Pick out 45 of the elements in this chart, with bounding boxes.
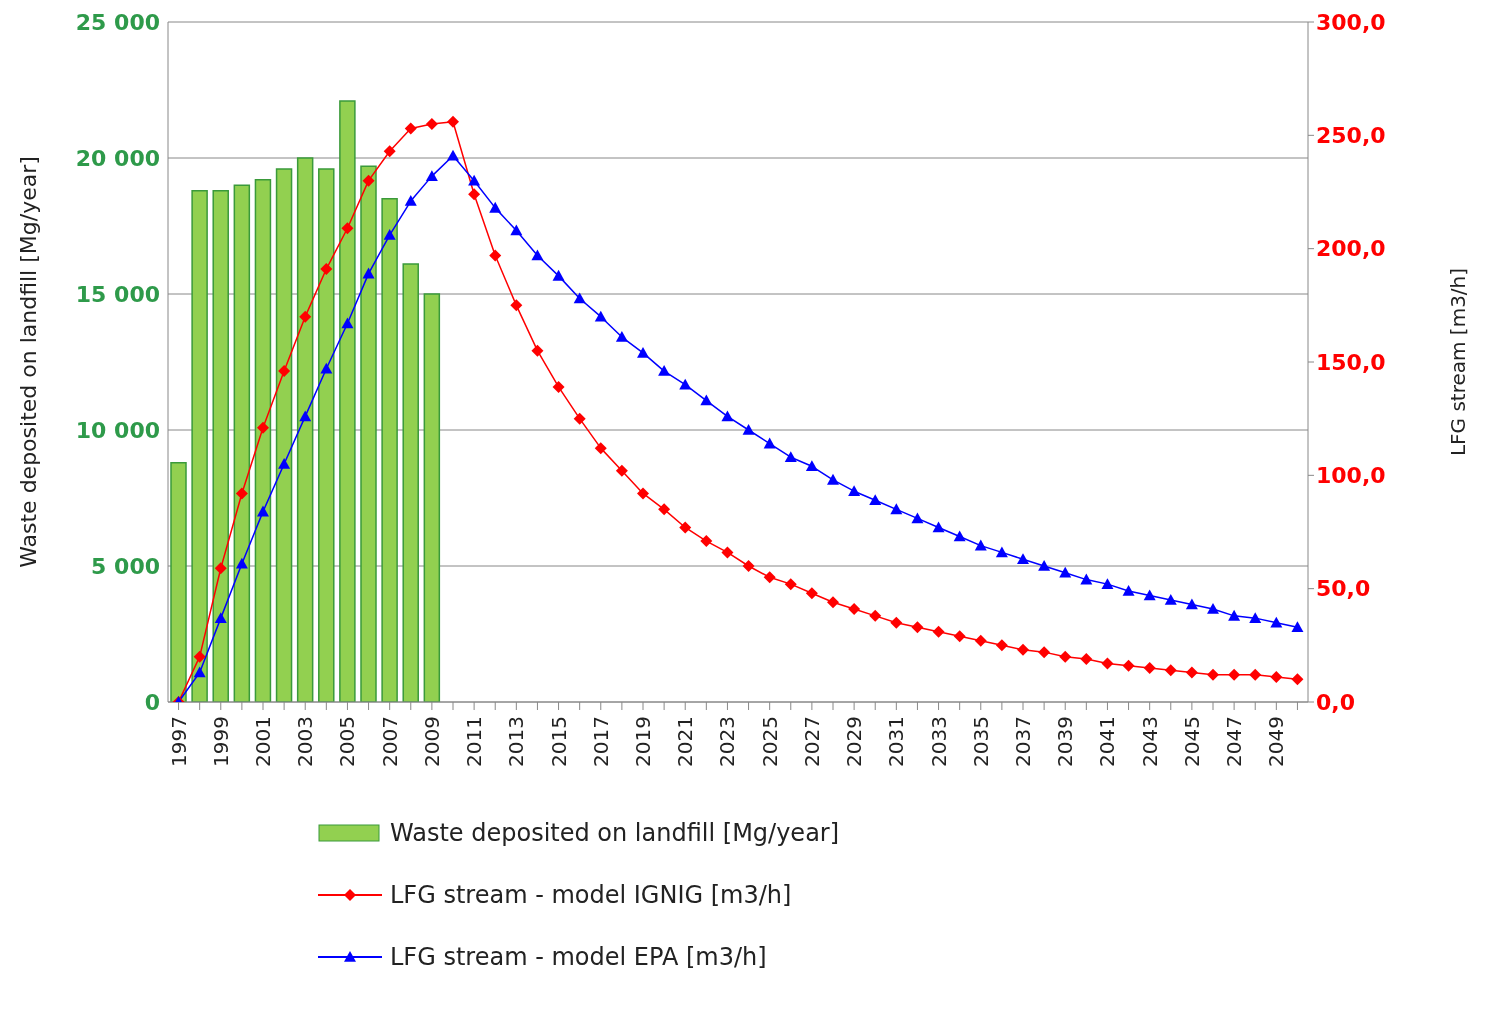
x-tick-label: 2017 [588,716,613,767]
x-tick-label: 1997 [166,716,191,767]
y-tick-label: 15 000 [75,281,160,307]
y-tick-label: 10 000 [75,417,160,443]
x-tick-label: 2023 [715,716,740,767]
legend-label: LFG stream - model EPA [m3/h] [390,943,767,971]
x-tick-label: 2005 [335,716,360,767]
x-tick-label: 2047 [1222,716,1247,767]
y-tick-label: 5 000 [91,553,160,579]
y2-tick-label: 100,0 [1316,463,1386,489]
y2-tick-label: 0,0 [1316,689,1355,715]
y2-axis-title: LFG stream [m3/h] [1446,267,1471,457]
x-tick-label: 2015 [546,716,571,767]
x-tick-label: 2029 [842,716,867,767]
x-tick-label: 2013 [504,716,529,767]
x-tick-label: 2011 [462,716,487,767]
x-tick-label: 2009 [419,716,444,767]
x-tick-label: 2003 [293,716,318,767]
x-tick-label: 2039 [1053,716,1078,767]
y2-tick-label: 200,0 [1316,236,1386,262]
x-tick-label: 1999 [208,716,233,767]
y-tick-label: 25 000 [75,9,160,35]
x-tick-label: 2037 [1011,716,1035,767]
x-tick-label: 2027 [799,716,824,767]
x-tick-label: 2033 [926,716,951,767]
x-tick-label: 2021 [673,716,698,767]
x-tick-label: 2049 [1264,716,1289,767]
x-tick-label: 2019 [631,716,655,767]
x-tick-label: 2031 [884,716,909,767]
y2-tick-label: 300,0 [1316,9,1386,35]
y-tick-label: 20 000 [75,145,160,171]
x-tick-label: 2007 [377,716,402,767]
y2-tick-label: 250,0 [1316,123,1386,149]
x-tick-label: 2025 [757,716,782,767]
x-tick-label: 2001 [251,716,275,767]
y2-tick-label: 150,0 [1316,349,1386,375]
x-tick-label: 2035 [968,716,993,767]
y2-tick-label: 50,0 [1316,576,1371,602]
x-tick-label: 2043 [1137,716,1162,767]
y-axis-title: Waste deposited on landfill [Mg/year] [15,156,41,568]
x-tick-label: 2041 [1095,716,1120,767]
legend-label: LFG stream - model IGNIG [m3/h] [390,881,792,909]
x-tick-label: 2045 [1179,716,1204,767]
legend-label: Waste deposited on landfill [Mg/year] [390,819,840,847]
y-tick-label: 0 [144,689,160,715]
